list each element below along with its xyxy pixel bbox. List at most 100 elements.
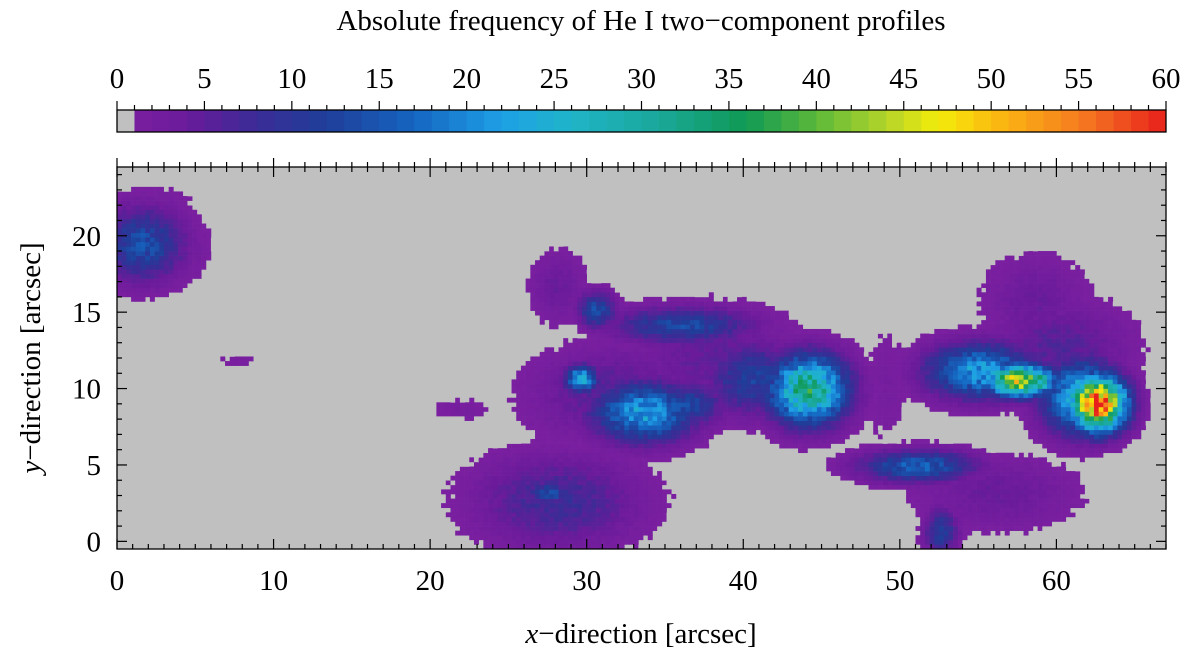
- heatmap-cell: [1014, 338, 1020, 344]
- heatmap-cell: [934, 461, 940, 467]
- heatmap-cell: [1122, 411, 1128, 417]
- heatmap-cell: [826, 351, 832, 357]
- heatmap-cell: [1084, 411, 1090, 417]
- heatmap-cell: [1112, 443, 1118, 449]
- heatmap-cell: [553, 351, 559, 357]
- heatmap-cell: [967, 393, 973, 399]
- heatmap-cell: [760, 351, 766, 357]
- heatmap-cell: [1093, 370, 1099, 376]
- heatmap-cell: [741, 356, 747, 362]
- heatmap-cell: [638, 484, 644, 490]
- heatmap-cell: [995, 457, 1001, 463]
- heatmap-cell: [892, 374, 898, 380]
- heatmap-cell: [516, 365, 522, 371]
- heatmap-cell: [586, 452, 592, 458]
- heatmap-cell: [577, 379, 583, 385]
- heatmap-cell: [694, 365, 700, 371]
- heatmap-cell: [675, 388, 681, 394]
- heatmap-cell: [722, 351, 728, 357]
- heatmap-cell: [488, 539, 494, 545]
- heatmap-cell: [563, 512, 569, 518]
- heatmap-cell: [666, 503, 672, 509]
- heatmap-cell: [751, 393, 757, 399]
- heatmap-cell: [877, 383, 883, 389]
- heatmap-cell: [840, 475, 846, 481]
- heatmap-cell: [863, 471, 869, 476]
- heatmap-cell: [1004, 361, 1010, 366]
- heatmap-cell: [553, 416, 559, 421]
- heatmap-cell: [577, 351, 583, 357]
- heatmap-cell: [525, 498, 531, 504]
- heatmap-cell: [1117, 411, 1123, 417]
- heatmap-cell: [464, 466, 470, 472]
- heatmap-cell: [774, 365, 780, 371]
- heatmap-cell: [1084, 507, 1090, 513]
- heatmap-cell: [558, 406, 564, 412]
- colorbar-swatch: [1113, 110, 1132, 132]
- heatmap-cell: [619, 530, 625, 536]
- heatmap-cell: [859, 420, 865, 426]
- heatmap-cell: [610, 411, 616, 417]
- heatmap-cell: [774, 388, 780, 394]
- heatmap-cell: [699, 406, 705, 412]
- heatmap-cell: [981, 388, 987, 394]
- heatmap-cell: [567, 516, 573, 522]
- heatmap-cell: [924, 530, 930, 536]
- heatmap-cell: [981, 402, 987, 408]
- heatmap-cell: [962, 333, 968, 339]
- heatmap-cell: [610, 425, 616, 431]
- heatmap-cell: [628, 365, 634, 371]
- heatmap-cell: [502, 471, 508, 476]
- heatmap-cell: [887, 383, 893, 389]
- heatmap-cell: [830, 333, 836, 339]
- heatmap-cell: [929, 356, 935, 362]
- heatmap-cell: [582, 484, 588, 490]
- heatmap-cell: [990, 402, 996, 408]
- heatmap-cell: [859, 466, 865, 472]
- heatmap-cell: [920, 361, 926, 366]
- heatmap-cell: [957, 356, 963, 362]
- heatmap-cell: [845, 466, 851, 472]
- heatmap-cell: [859, 370, 865, 376]
- heatmap-cell: [953, 365, 959, 371]
- heatmap-cell: [675, 333, 681, 339]
- heatmap-cell: [647, 347, 653, 353]
- heatmap-cell: [638, 443, 644, 449]
- heatmap-cell: [596, 406, 602, 412]
- heatmap-cell: [1042, 493, 1048, 499]
- heatmap-cell: [614, 416, 620, 421]
- heatmap-cell: [488, 484, 494, 490]
- heatmap-cell: [812, 425, 818, 431]
- heatmap-cell: [685, 365, 691, 371]
- heatmap-cell: [1032, 466, 1038, 472]
- heatmap-cell: [849, 356, 855, 362]
- heatmap-cell: [549, 544, 555, 550]
- heatmap-cell: [506, 521, 512, 527]
- heatmap-cell: [793, 416, 799, 421]
- heatmap-cell: [680, 351, 686, 357]
- heatmap-cell: [530, 498, 536, 504]
- heatmap-cell: [539, 448, 545, 454]
- heatmap-cell: [473, 461, 479, 467]
- heatmap-cell: [1004, 406, 1010, 412]
- heatmap-cell: [1098, 420, 1104, 426]
- heatmap-cell: [638, 461, 644, 467]
- heatmap-cell: [549, 484, 555, 490]
- heatmap-cell: [530, 420, 536, 426]
- heatmap-cell: [746, 383, 752, 389]
- heatmap-cell: [943, 493, 949, 499]
- heatmap-cell: [953, 397, 959, 403]
- heatmap-cell: [605, 411, 611, 417]
- heatmap-cell: [906, 475, 912, 481]
- heatmap-cell: [1032, 383, 1038, 389]
- heatmap-cell: [929, 393, 935, 399]
- heatmap-cell: [619, 379, 625, 385]
- heatmap-cell: [563, 516, 569, 522]
- heatmap-cell: [708, 383, 714, 389]
- heatmap-cell: [535, 420, 541, 426]
- heatmap-cell: [511, 521, 517, 527]
- heatmap-cell: [1014, 347, 1020, 353]
- heatmap-cell: [520, 530, 526, 536]
- heatmap-cell: [840, 379, 846, 385]
- heatmap-cell: [694, 383, 700, 389]
